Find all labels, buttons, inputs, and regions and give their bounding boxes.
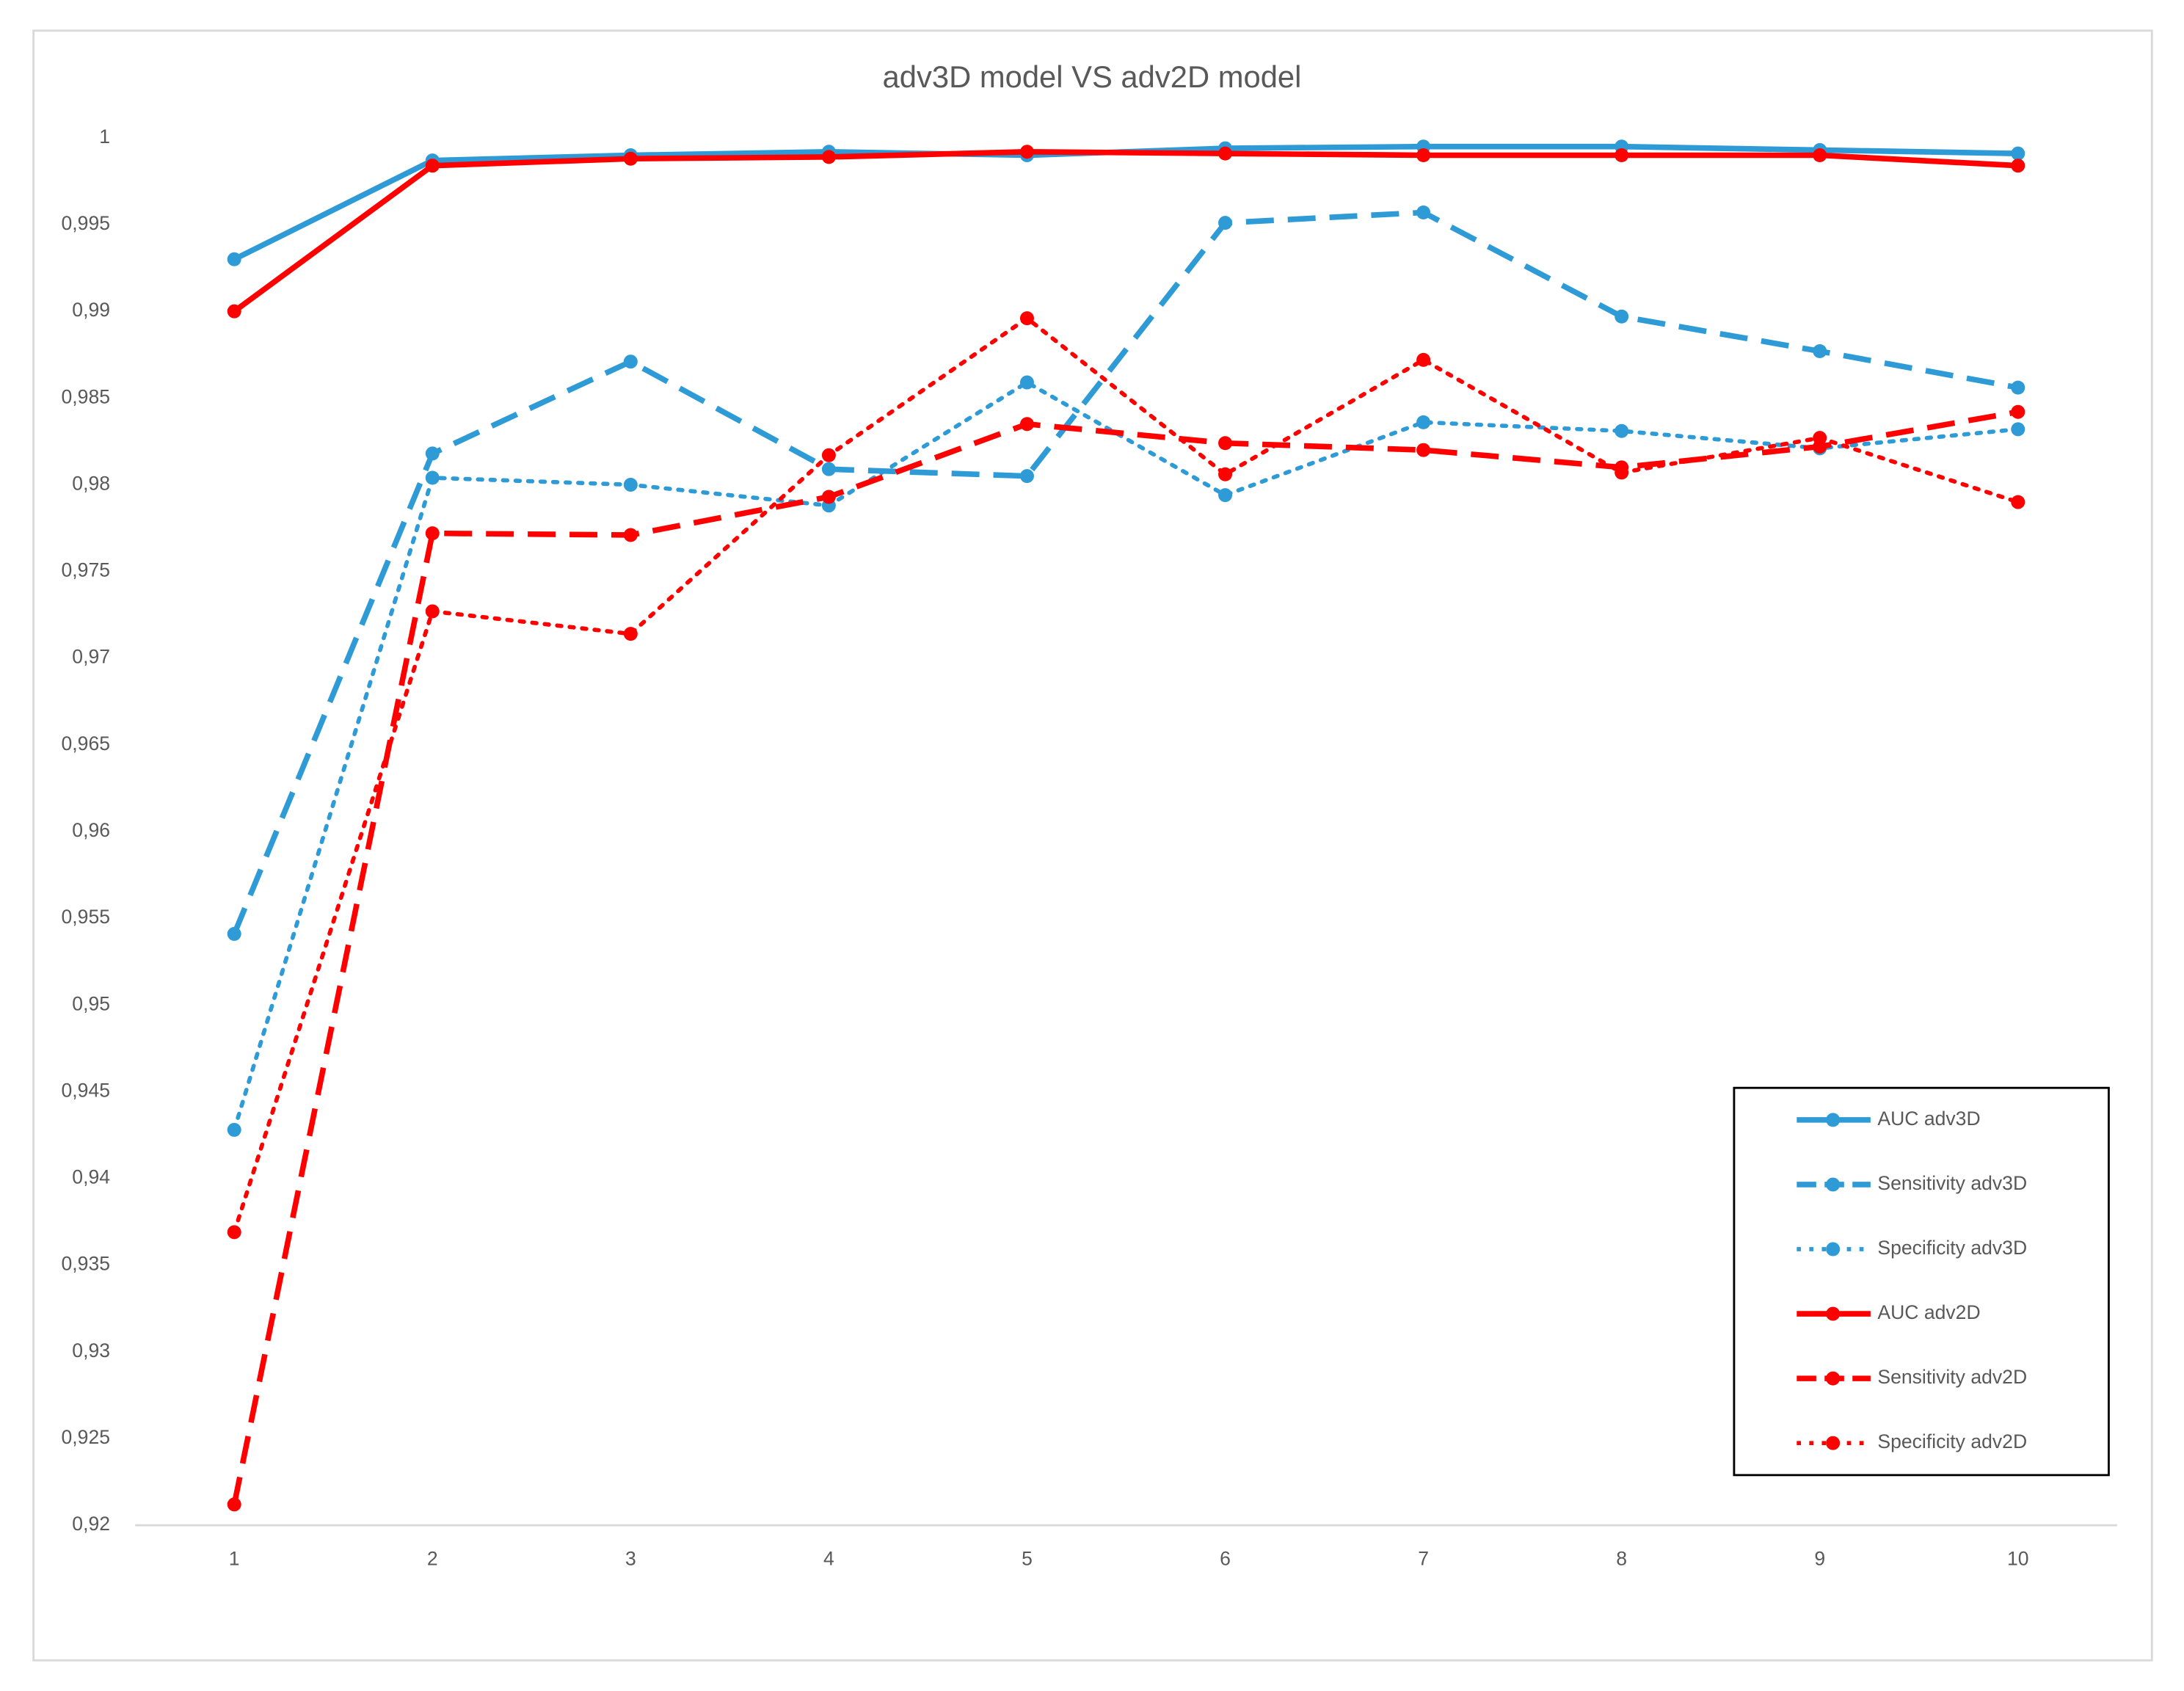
data-point <box>2011 146 2025 161</box>
data-point <box>821 448 836 462</box>
data-point <box>1218 146 1233 161</box>
data-point <box>1615 423 1629 438</box>
data-point <box>227 1497 241 1512</box>
data-point <box>1019 145 1034 159</box>
legend-label: AUC adv3D <box>1877 1108 1980 1130</box>
data-point <box>1019 469 1034 484</box>
data-point <box>821 150 836 164</box>
data-point <box>1019 311 1034 326</box>
legend-marker <box>1826 1113 1841 1127</box>
y-tick-label: 0,985 <box>62 385 110 407</box>
data-point <box>1615 465 1629 480</box>
y-tick-label: 0,93 <box>72 1339 110 1361</box>
y-tick-label: 0,94 <box>72 1166 110 1188</box>
y-tick-label: 0,955 <box>62 906 110 928</box>
y-tick-label: 1 <box>99 126 110 148</box>
y-tick-label: 0,92 <box>72 1513 110 1535</box>
y-tick-label: 0,945 <box>62 1079 110 1101</box>
y-tick-label: 0,97 <box>72 646 110 668</box>
legend-label: Sensitivity adv3D <box>1877 1172 2027 1194</box>
data-point <box>425 604 440 619</box>
data-point <box>623 477 638 492</box>
chart-title: adv3D model VS adv2D model <box>883 59 1302 94</box>
legend-marker <box>1826 1436 1841 1450</box>
data-point <box>1813 148 1827 163</box>
data-point <box>1218 467 1233 481</box>
data-point <box>425 159 440 173</box>
y-tick-label: 0,965 <box>62 732 110 754</box>
x-tick-label: 1 <box>229 1548 240 1570</box>
data-point <box>227 1225 241 1240</box>
x-tick-label: 8 <box>1616 1548 1627 1570</box>
data-point <box>2011 380 2025 395</box>
data-point <box>227 926 241 941</box>
data-point <box>1416 352 1431 367</box>
x-tick-label: 2 <box>427 1548 438 1570</box>
data-point <box>623 354 638 369</box>
legend-marker <box>1826 1371 1841 1386</box>
data-point <box>1416 443 1431 457</box>
x-tick-label: 4 <box>823 1548 834 1570</box>
data-point <box>1813 344 1827 359</box>
x-tick-label: 10 <box>2007 1548 2029 1570</box>
data-point <box>623 528 638 542</box>
data-point <box>821 462 836 476</box>
data-point <box>1218 436 1233 451</box>
data-point <box>1416 415 1431 429</box>
legend-marker <box>1826 1242 1841 1257</box>
data-point <box>1416 206 1431 219</box>
x-tick-label: 5 <box>1022 1548 1033 1570</box>
legend-label: AUC adv2D <box>1877 1301 1980 1323</box>
data-point <box>227 304 241 319</box>
y-tick-label: 0,98 <box>72 472 110 494</box>
legend-label: Specificity adv2D <box>1877 1430 2027 1452</box>
data-point <box>425 446 440 461</box>
legend-label: Specificity adv3D <box>1877 1237 2027 1259</box>
data-point <box>1615 148 1629 163</box>
legend-marker <box>1826 1306 1841 1321</box>
legend-label: Sensitivity adv2D <box>1877 1366 2027 1388</box>
y-tick-label: 0,995 <box>62 212 110 234</box>
data-point <box>227 1122 241 1137</box>
data-point <box>227 252 241 266</box>
x-tick-label: 9 <box>1814 1548 1825 1570</box>
data-point <box>1218 488 1233 503</box>
x-tick-label: 6 <box>1220 1548 1231 1570</box>
series-line <box>232 316 2020 1234</box>
series-line <box>231 209 2019 935</box>
data-point <box>1813 431 1827 446</box>
data-point <box>623 151 638 166</box>
y-tick-label: 0,99 <box>72 299 110 321</box>
data-point <box>1615 309 1629 324</box>
legend-marker <box>1826 1177 1841 1192</box>
data-point <box>2011 495 2025 509</box>
data-point <box>425 470 440 485</box>
data-point <box>1218 216 1233 230</box>
data-point <box>1416 148 1431 163</box>
y-tick-label: 0,935 <box>62 1253 110 1275</box>
series-line <box>232 379 2020 1132</box>
y-tick-label: 0,975 <box>62 559 110 581</box>
data-point <box>2011 159 2025 173</box>
y-tick-label: 0,925 <box>62 1426 110 1448</box>
legend-box <box>1733 1086 2110 1477</box>
data-point <box>1019 375 1034 390</box>
series-line <box>232 148 2018 314</box>
x-tick-label: 3 <box>625 1548 636 1570</box>
data-point <box>1019 417 1034 432</box>
y-tick-label: 0,96 <box>72 819 110 841</box>
data-point <box>425 526 440 541</box>
data-point <box>2011 422 2025 437</box>
data-point <box>821 490 836 504</box>
data-point <box>623 627 638 641</box>
y-tick-label: 0,95 <box>72 992 110 1014</box>
data-point <box>2011 404 2025 419</box>
x-tick-label: 7 <box>1418 1548 1429 1570</box>
